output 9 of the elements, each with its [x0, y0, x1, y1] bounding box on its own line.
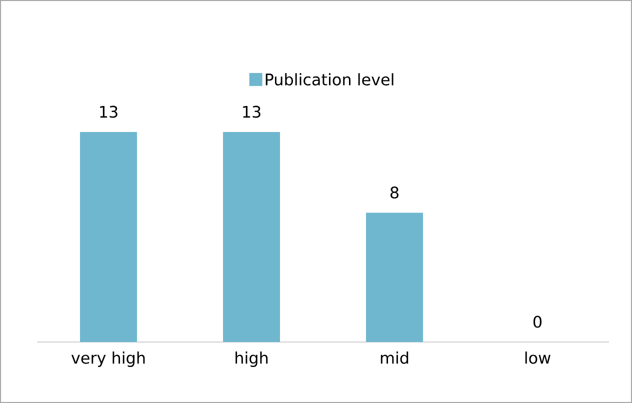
data-label: 13 — [243, 106, 260, 118]
x-tick-label: mid — [380, 352, 408, 364]
data-label: 8 — [390, 186, 398, 199]
x-tick-label: very high — [71, 352, 145, 367]
data-label: 13 — [100, 106, 118, 118]
legend-label: Publication level — [266, 73, 394, 86]
data-label: 0 — [533, 316, 542, 328]
x-tick-label: high — [236, 352, 268, 367]
x-tick-label: low — [525, 352, 550, 364]
